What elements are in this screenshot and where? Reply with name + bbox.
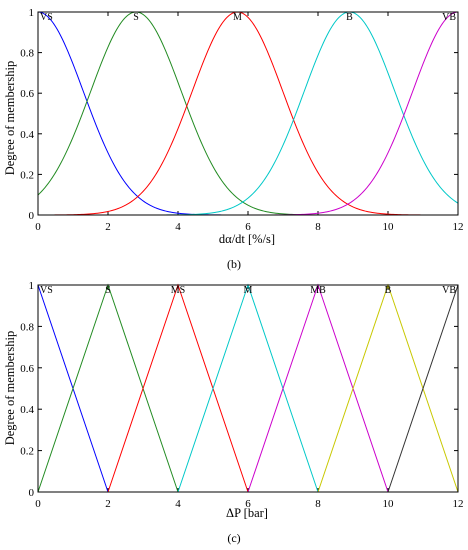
- chart-b-xtick-label: 6: [245, 221, 251, 233]
- chart-b-series-s: [37, 11, 458, 216]
- chart-c-mf-label: MS: [171, 285, 185, 296]
- chart-c-xlabel: ΔP [bar]: [226, 506, 268, 520]
- chart-c-mf-label: VB: [442, 285, 456, 296]
- chart-c-ytick-label: 1: [29, 280, 35, 292]
- chart-c-mf-label: MB: [310, 285, 326, 296]
- chart-c-ytick-label: 0.8: [20, 321, 34, 333]
- chart-b-yticks: 0 0.2 0.4 0.6 0.8 1: [20, 7, 458, 222]
- chart-c-yticks: 0 0.2 0.4 0.6 0.8 1: [20, 280, 458, 499]
- chart-b-ytick-label: 0.4: [20, 129, 34, 141]
- chart-c-ytick-label: 0.2: [20, 446, 34, 458]
- chart-c-xtick-label: 4: [175, 498, 181, 510]
- chart-b-ytick-label: 0: [29, 210, 35, 222]
- chart-b-frame: [37, 11, 459, 216]
- chart-c-ytick-label: 0.6: [20, 363, 34, 375]
- chart-b-ytick-label: 0.2: [20, 169, 34, 181]
- chart-b-ylabel: Degree of membership: [3, 61, 17, 176]
- chart-b-xtick-label: 2: [105, 221, 111, 233]
- chart-b-xlabel: dα/dt [%/s]: [219, 232, 275, 246]
- chart-b-xtick-label: 12: [453, 221, 464, 233]
- chart-b-xtick-label: 10: [383, 221, 395, 233]
- chart-b-mf-label: B: [346, 12, 353, 23]
- chart-c-curves: [37, 283, 459, 493]
- chart-c-series-m: [177, 283, 319, 493]
- chart-b-series-vs: [37, 11, 458, 216]
- chart-b-xtick-label: 4: [175, 221, 181, 233]
- chart-c-mf-label: VS: [40, 285, 53, 296]
- chart-c-series-b: [317, 283, 459, 493]
- chart-c-xtick-label: 12: [453, 498, 464, 510]
- chart-c-xtick-label: 2: [105, 498, 111, 510]
- chart-b-mf-label: VB: [442, 12, 456, 23]
- chart-b-xtick-label: 8: [315, 221, 321, 233]
- chart-c: Degree of membership 0 0.2 0.4 0.6 0.8 1 0 2 4 6…: [3, 280, 464, 545]
- chart-b-mf-label: S: [133, 12, 139, 23]
- chart-b-ytick-label: 1: [29, 7, 35, 19]
- chart-c-xtick-label: 0: [35, 498, 41, 510]
- chart-c-mf-label: S: [105, 285, 111, 296]
- chart-b-mf-labels: VS S M B VB: [40, 12, 456, 23]
- chart-c-series-vb: [387, 284, 459, 493]
- chart-b-series-b: [38, 11, 459, 216]
- chart-c-ylabel: Degree of membership: [3, 331, 17, 446]
- chart-b: Degree of membership 0 0.2 0.4 0.6 0.8 1 0 2 4 6…: [3, 7, 464, 271]
- chart-b-ytick-label: 0.6: [20, 88, 34, 100]
- chart-c-series-mb: [247, 283, 389, 493]
- chart-c-xtick-label: 8: [315, 498, 321, 510]
- chart-c-ytick-label: 0: [29, 487, 35, 499]
- chart-c-mf-label: B: [385, 285, 392, 296]
- chart-b-series-m: [37, 11, 458, 216]
- chart-c-series-ms: [107, 283, 249, 493]
- chart-b-curves: [37, 11, 459, 216]
- chart-c-xtick-label: 6: [245, 498, 251, 510]
- chart-c-mf-label: M: [244, 285, 253, 296]
- chart-c-ytick-label: 0.4: [20, 404, 34, 416]
- chart-b-xtick-label: 0: [35, 221, 41, 233]
- chart-c-panel-label: (c): [227, 531, 240, 545]
- chart-c-mf-labels: VS S MS M MB B VB: [40, 285, 456, 296]
- chart-b-mf-label: M: [233, 12, 242, 23]
- chart-b-ytick-label: 0.8: [20, 48, 34, 60]
- chart-b-xticks: 0 2 4 6 8 10 12: [35, 12, 464, 233]
- chart-b-mf-label: VS: [40, 12, 53, 23]
- chart-b-panel-label: (b): [227, 257, 241, 271]
- chart-c-frame: [37, 284, 459, 493]
- chart-b-series-vb: [38, 11, 459, 216]
- chart-c-series-s: [37, 283, 179, 493]
- chart-c-xtick-label: 10: [383, 498, 395, 510]
